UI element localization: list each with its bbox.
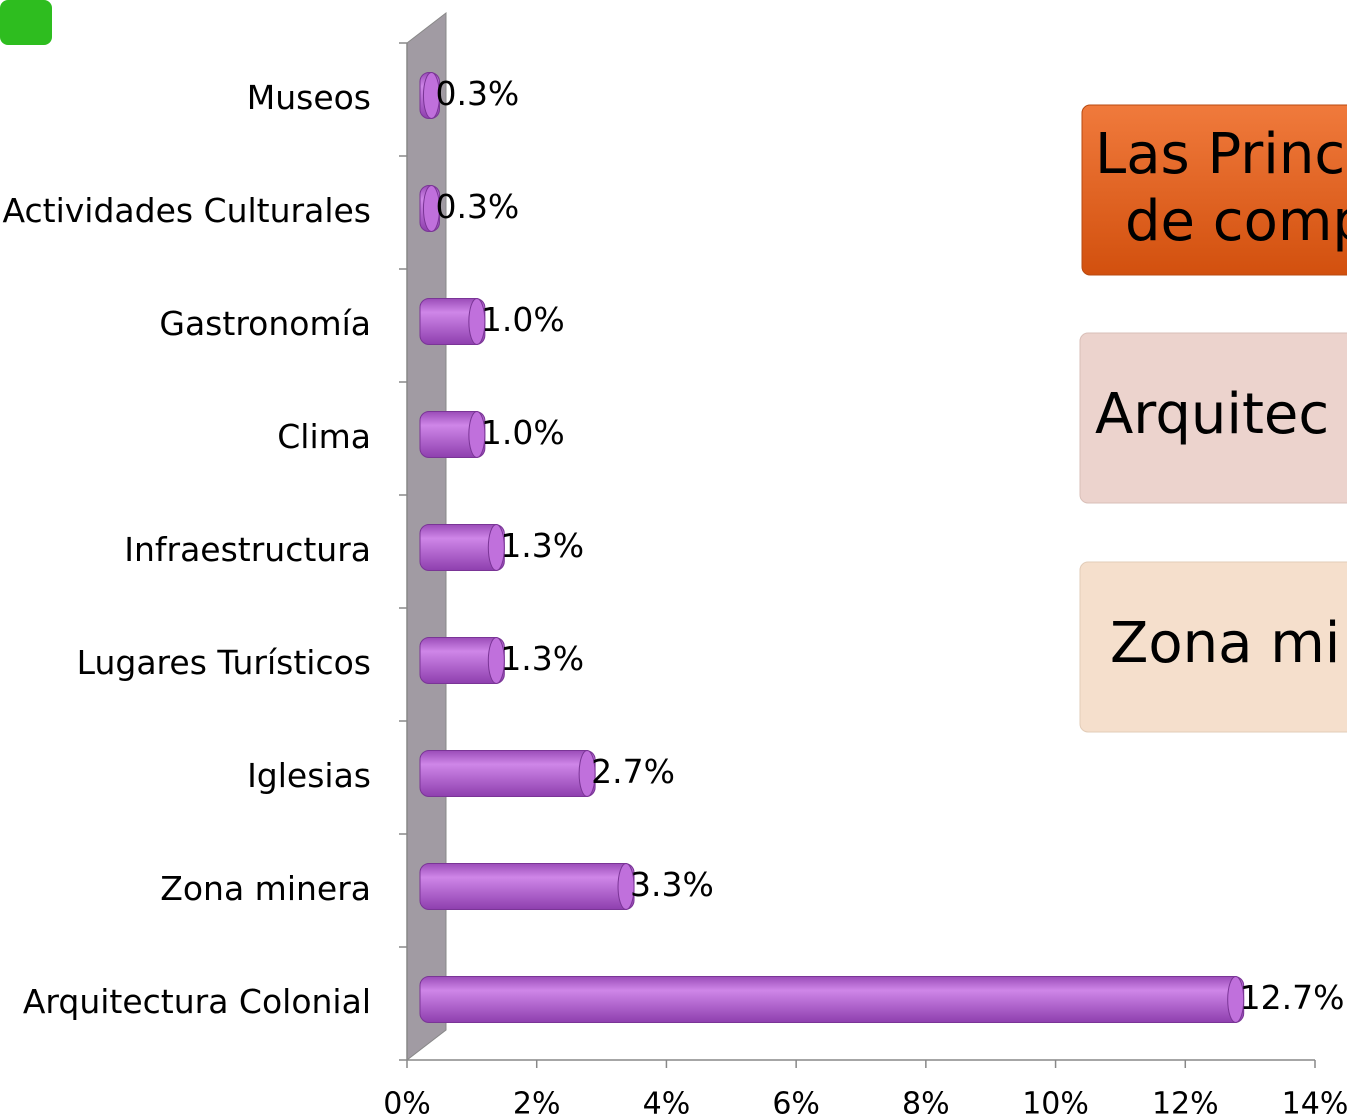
bar-cap xyxy=(487,524,505,571)
x-tick-label: 0% xyxy=(383,1087,431,1119)
bar-cap xyxy=(617,863,635,910)
annotation-box xyxy=(1079,332,1347,504)
bar-cap xyxy=(1227,976,1245,1023)
value-label: 1.0% xyxy=(481,300,565,339)
annotation-box xyxy=(1081,104,1347,276)
bar-cap xyxy=(422,185,440,232)
y-tick-label: Infraestructura xyxy=(124,530,371,569)
bar-cap xyxy=(487,637,505,684)
x-tick-label: 12% xyxy=(1152,1087,1219,1119)
value-label: 2.7% xyxy=(591,752,675,791)
value-label: 1.0% xyxy=(481,413,565,452)
annotation: Zona mi xyxy=(1110,611,1340,676)
bar xyxy=(419,976,1245,1023)
value-label: 12.7% xyxy=(1240,978,1345,1017)
bar-cap xyxy=(578,750,596,797)
x-tick-label: 4% xyxy=(643,1087,691,1119)
x-tick-label: 8% xyxy=(902,1087,950,1119)
y-tick-label: Iglesias xyxy=(247,756,371,795)
bar-cap xyxy=(422,72,440,119)
bar xyxy=(419,750,596,797)
value-label: 1.3% xyxy=(500,639,584,678)
value-label: 0.3% xyxy=(435,74,519,113)
green-marker xyxy=(0,0,52,45)
annotation-box xyxy=(1079,561,1347,733)
y-tick-label: Lugares Turísticos xyxy=(77,643,371,682)
bar-cap xyxy=(468,298,486,345)
y-tick-label: Clima xyxy=(277,417,371,456)
x-tick-label: 6% xyxy=(772,1087,820,1119)
y-tick-label: Museos xyxy=(247,78,371,117)
x-tick-label: 10% xyxy=(1022,1087,1089,1119)
value-label: 1.3% xyxy=(500,526,584,565)
y-tick-label: Zona minera xyxy=(160,869,371,908)
y-tick-label: Arquitectura Colonial xyxy=(23,982,371,1021)
bar-cap xyxy=(468,411,486,458)
value-label: 0.3% xyxy=(435,187,519,226)
x-tick-label: 2% xyxy=(513,1087,561,1119)
value-label: 3.3% xyxy=(630,865,714,904)
y-tick-label: Actividades Culturales xyxy=(3,191,371,230)
annotation: Arquitec xyxy=(1095,382,1329,447)
annotation: de comp xyxy=(1125,189,1347,254)
annotation: Las Princ xyxy=(1095,122,1345,187)
bar xyxy=(419,863,635,910)
y-tick-label: Gastronomía xyxy=(159,304,371,343)
x-tick-label: 14% xyxy=(1282,1087,1347,1119)
